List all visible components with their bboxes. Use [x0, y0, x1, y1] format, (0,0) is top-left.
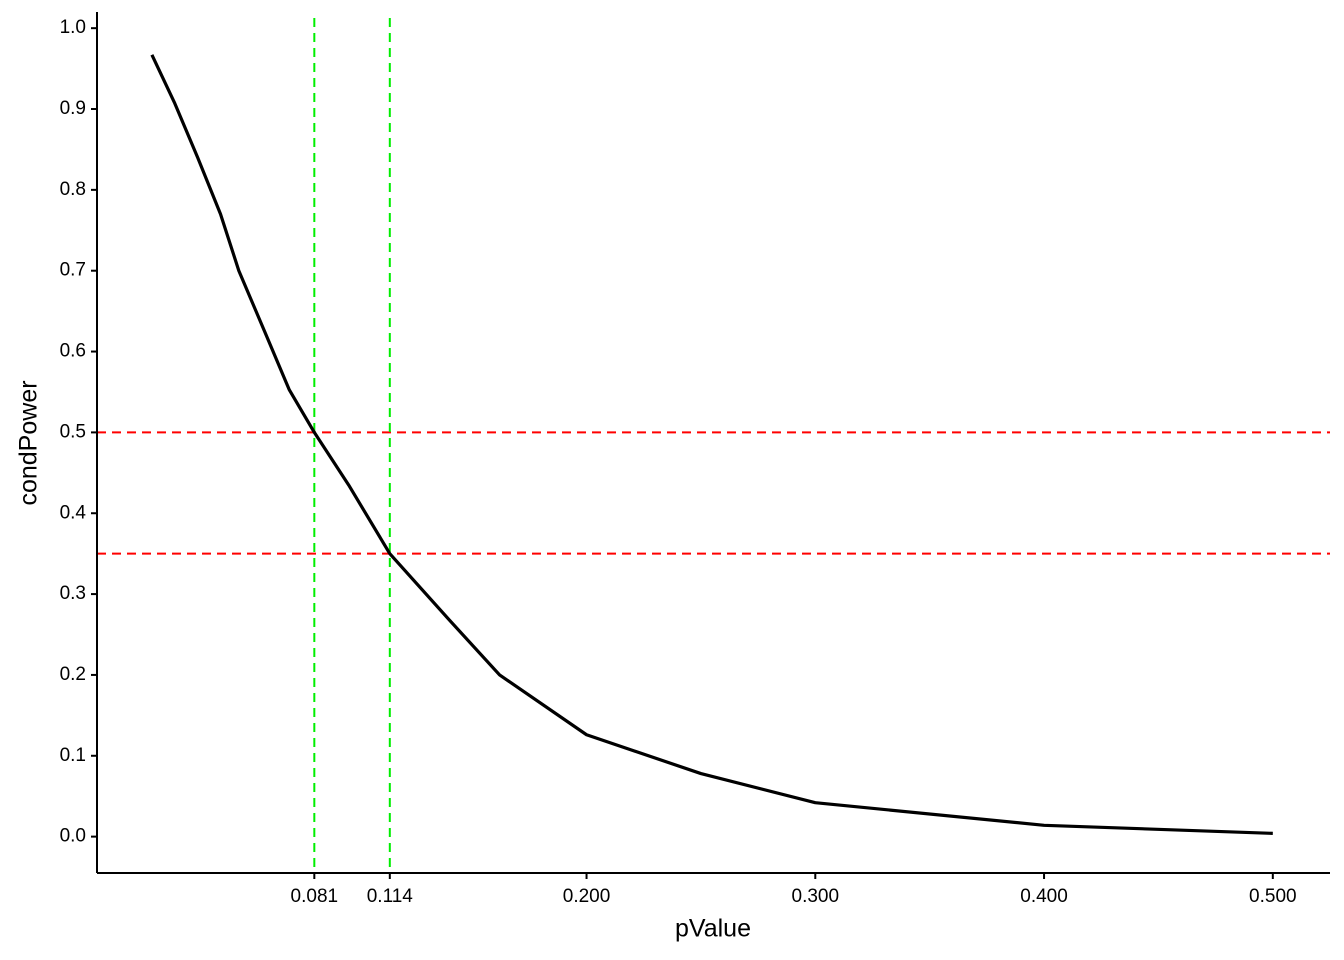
- x-axis-title: pValue: [675, 915, 751, 943]
- y-tick-label: 0.3: [60, 583, 86, 604]
- y-tick-label: 0.1: [60, 745, 86, 766]
- x-tick-label: 0.200: [563, 886, 611, 907]
- x-tick-label: 0.114: [367, 886, 414, 907]
- y-tick-label: 0.5: [60, 421, 86, 442]
- y-tick-label: 0.9: [60, 98, 86, 119]
- y-tick-label: 1.0: [60, 17, 86, 38]
- x-tick-label: 0.081: [291, 886, 339, 907]
- line: [150, 54, 1273, 835]
- y-tick-label: 0.7: [60, 260, 86, 281]
- x-tick-label: 0.300: [792, 886, 840, 907]
- y-tick-label: 0.4: [60, 502, 87, 523]
- y-tick-label: 0.6: [60, 341, 86, 362]
- y-tick-label: 0.0: [60, 826, 86, 847]
- y-tick-label: 0.8: [60, 179, 86, 200]
- x-tick-label: 0.500: [1249, 886, 1297, 907]
- y-tick-label: 0.2: [60, 664, 86, 685]
- x-tick-label: 0.400: [1020, 886, 1068, 907]
- y-axis-title: condPower: [15, 380, 43, 505]
